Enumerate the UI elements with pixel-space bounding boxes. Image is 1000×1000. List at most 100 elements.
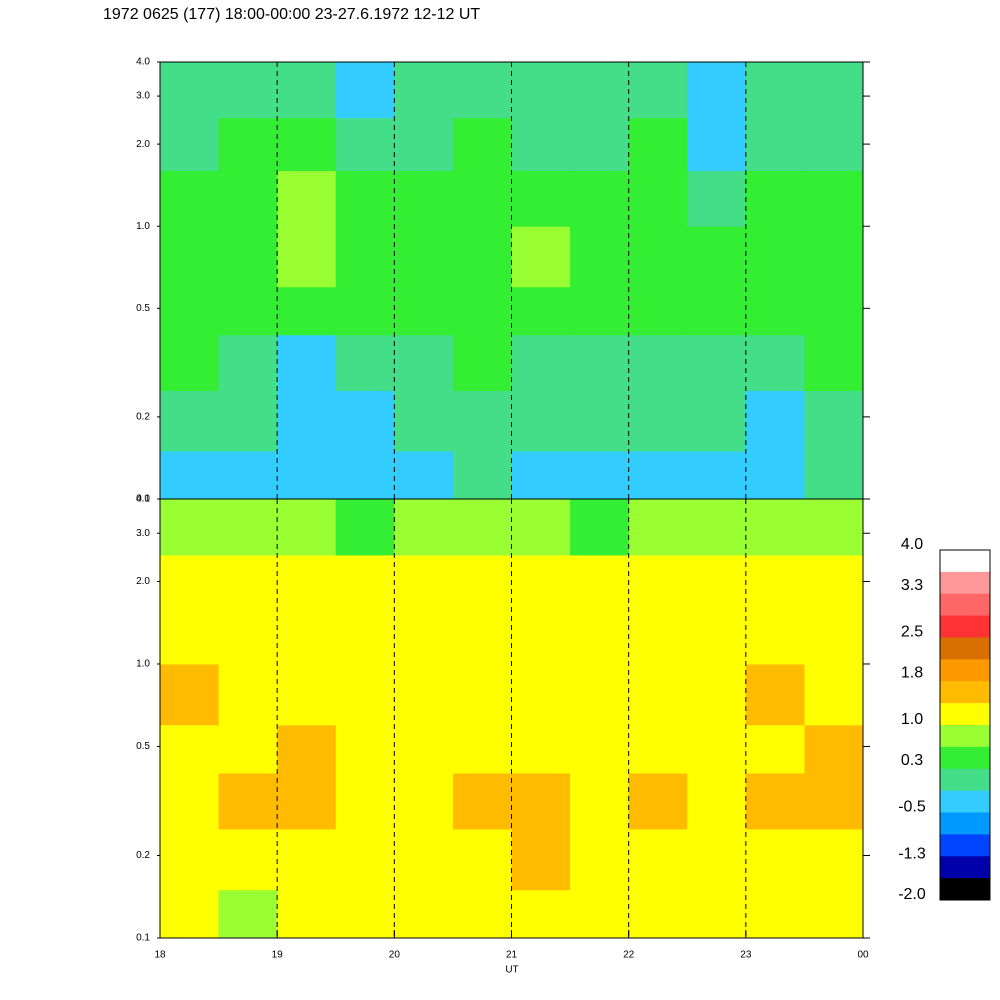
- heatmap-cell: [394, 554, 454, 609]
- heatmap-cell: [745, 334, 805, 391]
- heatmap-cell: [570, 226, 630, 288]
- heatmap-cell: [218, 170, 278, 227]
- colorbar-band: [940, 593, 990, 617]
- heatmap-cell: [687, 554, 747, 609]
- heatmap-cell: [628, 117, 688, 172]
- colorbar-tick-label: 2.5: [901, 624, 923, 641]
- heatmap-cell: [394, 62, 454, 119]
- heatmap-cell: [335, 724, 395, 774]
- heatmap-cell: [745, 226, 805, 288]
- colorbar-band: [940, 856, 990, 879]
- heatmap-cell: [277, 828, 337, 891]
- heatmap-cell: [277, 773, 337, 830]
- heatmap-cell: [511, 286, 571, 336]
- y-tick-label: 0.2: [136, 412, 150, 423]
- heatmap-cell: [218, 62, 278, 119]
- heatmap-cell: [277, 499, 337, 556]
- heatmap-cell: [394, 663, 454, 726]
- heatmap-cell: [218, 390, 278, 452]
- heatmap-cell: [394, 117, 454, 172]
- heatmap-cell: [628, 450, 688, 500]
- y-tick-label: 3.0: [136, 91, 150, 102]
- heatmap-cell: [628, 554, 688, 609]
- y-tick-label: 0.5: [136, 303, 150, 314]
- heatmap-cell: [687, 499, 747, 556]
- heatmap-cell: [452, 663, 512, 726]
- heatmap-cell: [511, 390, 571, 452]
- heatmap-cell: [511, 334, 571, 391]
- heatmap-cell: [277, 889, 337, 939]
- heatmap-cell: [218, 663, 278, 726]
- x-tick-label: 20: [389, 950, 401, 961]
- heatmap-cell: [277, 390, 337, 452]
- heatmap-cell: [804, 554, 864, 609]
- x-axis-label: UT: [505, 965, 518, 976]
- heatmap-cell: [628, 724, 688, 774]
- heatmap-cell: [570, 499, 630, 556]
- x-tick-label: 19: [272, 950, 284, 961]
- colorbar-tick-label: 0.3: [901, 752, 923, 769]
- heatmap-cell: [335, 390, 395, 452]
- colorbar-frame: [939, 549, 991, 901]
- heatmap-cell: [218, 773, 278, 830]
- heatmap-cell: [804, 450, 864, 500]
- heatmap-cell: [277, 334, 337, 391]
- heatmap-cell: [804, 773, 864, 830]
- heatmap-cell: [745, 286, 805, 336]
- heatmap-cell: [687, 608, 747, 665]
- heatmap-cell: [452, 450, 512, 500]
- heatmap-cell: [804, 170, 864, 227]
- heatmap-cell: [570, 170, 630, 227]
- heatmap-cell: [687, 390, 747, 452]
- x-tick-label: 22: [623, 950, 635, 961]
- x-tick-label: 21: [506, 950, 518, 961]
- heatmap-cell: [277, 226, 337, 288]
- heatmap-cell: [335, 663, 395, 726]
- heatmap-cell: [394, 334, 454, 391]
- x-tick-label: 23: [740, 950, 752, 961]
- heatmap-cell: [745, 499, 805, 556]
- heatmap-cell: [277, 608, 337, 665]
- heatmap-cell: [804, 499, 864, 556]
- x-tick-label: 18: [154, 950, 166, 961]
- heatmap-cell: [394, 724, 454, 774]
- heatmap-cell: [745, 554, 805, 609]
- heatmap-cell: [511, 828, 571, 891]
- heatmap-cell: [804, 889, 864, 939]
- heatmap-cell: [160, 724, 220, 774]
- heatmap-cell: [452, 286, 512, 336]
- y-tick-label: 2.0: [136, 139, 150, 150]
- heatmap-cell: [745, 889, 805, 939]
- heatmap-cell: [570, 773, 630, 830]
- heatmap-cell: [277, 117, 337, 172]
- heatmap-cell: [452, 773, 512, 830]
- heatmap-cell: [452, 334, 512, 391]
- heatmap-cell: [452, 390, 512, 452]
- heatmap-cell: [745, 608, 805, 665]
- heatmap-cell: [687, 663, 747, 726]
- heatmap-cell: [687, 828, 747, 891]
- colorbar-tick-label: 1.0: [901, 711, 923, 728]
- heatmap-cell: [804, 828, 864, 891]
- heatmap-cell: [218, 889, 278, 939]
- y-tick-label: 0.5: [136, 741, 150, 752]
- heatmap-cell: [570, 450, 630, 500]
- heatmap-cell: [628, 608, 688, 665]
- chart-title: 1972 0625 (177) 18:00-00:00 23-27.6.1972…: [103, 6, 480, 23]
- colorbar-tick-label: -0.5: [898, 799, 926, 816]
- heatmap-cell: [394, 889, 454, 939]
- heatmap-cell: [277, 554, 337, 609]
- heatmap-cell: [394, 286, 454, 336]
- colorbar-tick-label: -1.3: [898, 845, 926, 862]
- heatmap-cell: [687, 773, 747, 830]
- heatmap-cell: [511, 889, 571, 939]
- y-tick-label: 0.1: [136, 494, 150, 505]
- heatmap-cell: [687, 286, 747, 336]
- heatmap-cell: [394, 828, 454, 891]
- colorbar-tick-label: 4.0: [901, 536, 923, 553]
- heatmap-cell: [687, 117, 747, 172]
- colorbar-tick-label: 3.3: [901, 577, 923, 594]
- heatmap-cell: [394, 773, 454, 830]
- heatmap-cell: [394, 170, 454, 227]
- colorbar-band: [940, 725, 990, 748]
